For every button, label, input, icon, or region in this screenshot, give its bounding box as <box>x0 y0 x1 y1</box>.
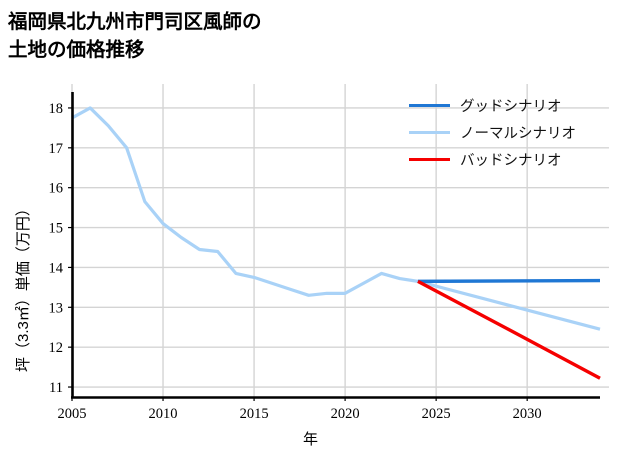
chart-title: 福岡県北九州市門司区風師の 土地の価格推移 <box>8 11 262 62</box>
y-tick-label: 16 <box>49 181 64 197</box>
legend-label: バッドシナリオ <box>460 153 562 169</box>
y-tick-label: 18 <box>49 101 64 117</box>
legend-swatch <box>409 131 450 135</box>
y-tick-label: 13 <box>49 300 64 316</box>
y-tick-label: 14 <box>49 260 64 276</box>
legend-swatch <box>409 158 450 162</box>
series-line <box>417 279 601 380</box>
legend-label: ノーマルシナリオ <box>460 126 576 142</box>
x-tick-label: 2015 <box>240 406 269 422</box>
y-tick-label: 17 <box>49 141 64 157</box>
tick-marks <box>68 107 528 401</box>
series-line <box>417 278 601 284</box>
x-tick-label: 2025 <box>422 406 451 422</box>
y-tick-label: 11 <box>49 380 63 396</box>
x-tick-label: 2020 <box>331 406 360 422</box>
y-tick-label: 12 <box>49 340 64 356</box>
series-line <box>71 106 601 331</box>
y-tick-label: 15 <box>49 221 64 237</box>
axis-spines <box>71 92 600 399</box>
legend-swatch <box>409 104 450 108</box>
legend-label: グッドシナリオ <box>460 99 562 115</box>
x-tick-label: 2005 <box>58 406 87 422</box>
x-axis-label: 年 <box>302 431 318 448</box>
x-tick-label: 2010 <box>149 406 178 422</box>
data-series-lines <box>71 106 601 380</box>
tick-labels: 11 12 13 14 15 16 17 18 2005 2010 2015 2020 2025 2030 <box>49 101 542 422</box>
x-tick-label: 2030 <box>513 406 542 422</box>
